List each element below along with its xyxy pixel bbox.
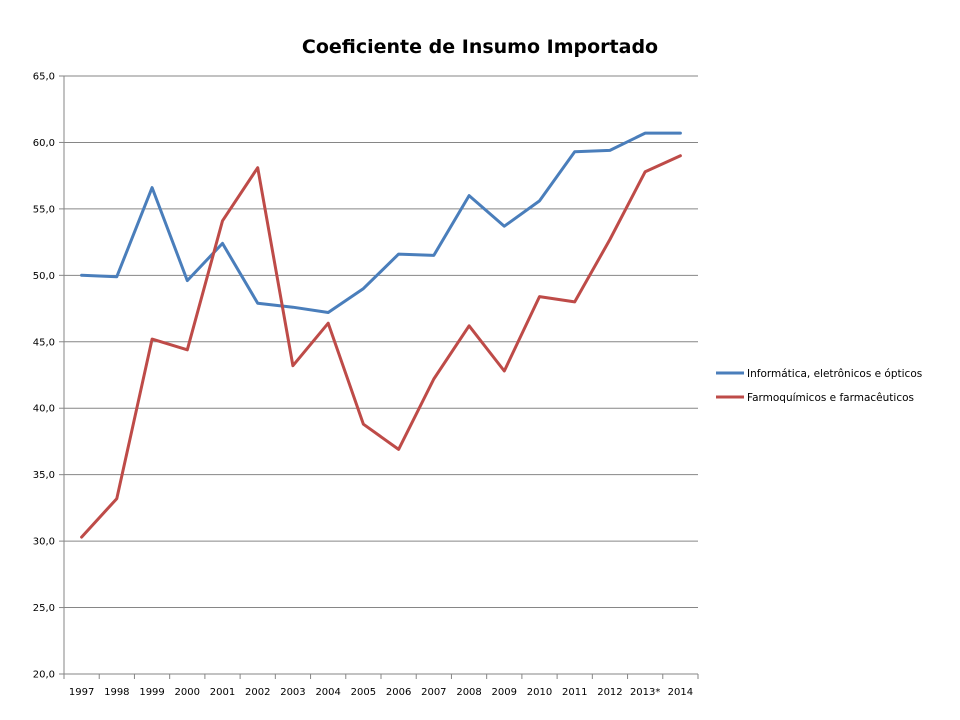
x-tick-label: 2011 bbox=[562, 687, 587, 698]
x-tick-label: 2001 bbox=[210, 687, 235, 698]
x-tick-label: 2008 bbox=[456, 687, 481, 698]
x-tick-label: 2013* bbox=[630, 687, 660, 698]
axes bbox=[59, 75, 699, 679]
y-tick-labels: 20,0 25,0 30,0 35,0 40,0 45,0 50,0 55,0 60,0 65,0 bbox=[33, 72, 55, 681]
y-tick-label: 25,0 bbox=[33, 603, 55, 614]
x-tick-label: 2012 bbox=[597, 687, 622, 698]
grid-lines bbox=[64, 75, 698, 609]
legend: Informática, eletrônicos e ópticos Farmoq… bbox=[716, 368, 922, 404]
x-tick-label: 2009 bbox=[492, 687, 517, 698]
chart-title: Coeficiente de Insumo Importado bbox=[302, 36, 658, 58]
legend-label-2: Farmoquímicos e farmacêuticos bbox=[747, 392, 914, 404]
x-tick-label: 2014 bbox=[668, 687, 693, 698]
x-tick-label: 1998 bbox=[104, 687, 129, 698]
x-tick-label: 2007 bbox=[421, 687, 446, 698]
x-tick-label: 2004 bbox=[315, 687, 340, 698]
y-tick-label: 60,0 bbox=[33, 138, 55, 149]
y-tick-label: 40,0 bbox=[33, 404, 55, 415]
x-tick-label: 1999 bbox=[139, 687, 164, 698]
y-tick-label: 55,0 bbox=[33, 204, 55, 215]
x-tick-label: 1997 bbox=[69, 687, 94, 698]
x-tick-label: 2002 bbox=[245, 687, 270, 698]
y-tick-label: 35,0 bbox=[33, 470, 55, 481]
y-tick-label: 50,0 bbox=[33, 271, 55, 282]
series-line-1 bbox=[80, 131, 682, 314]
x-tick-label: 2006 bbox=[386, 687, 411, 698]
legend-label-1: Informática, eletrônicos e ópticos bbox=[747, 368, 922, 380]
x-tick-labels: 1997 1998 1999 2000 2001 2002 2003 2004 2005 2006… bbox=[69, 687, 693, 698]
series-line-2 bbox=[80, 154, 682, 539]
series-lines bbox=[80, 131, 682, 539]
x-tick-label: 2005 bbox=[351, 687, 376, 698]
y-tick-label: 45,0 bbox=[33, 337, 55, 348]
x-tick-label: 2010 bbox=[527, 687, 552, 698]
x-tick-label: 2000 bbox=[175, 687, 200, 698]
y-tick-label: 20,0 bbox=[33, 670, 55, 681]
y-tick-label: 30,0 bbox=[33, 537, 55, 548]
x-tick-label: 2003 bbox=[280, 687, 305, 698]
y-tick-label: 65,0 bbox=[33, 72, 55, 83]
